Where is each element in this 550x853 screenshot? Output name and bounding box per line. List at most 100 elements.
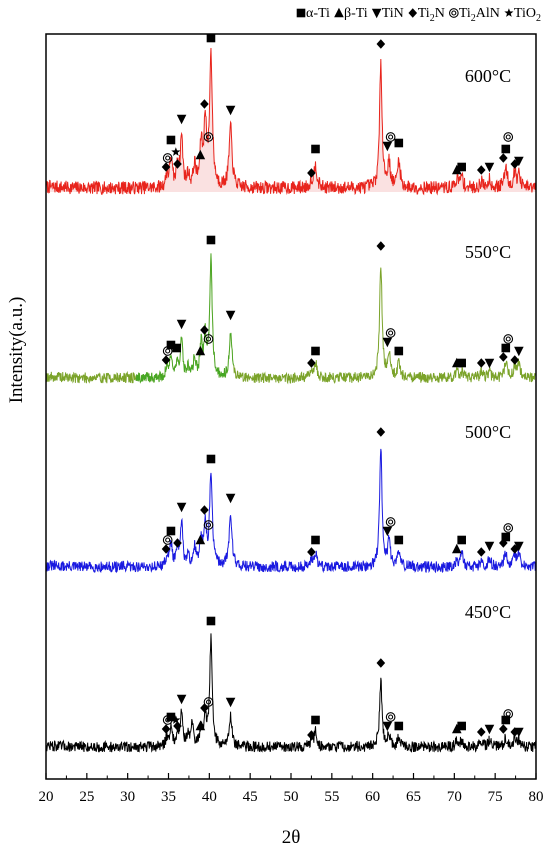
phase-marker-triangle-down [225, 105, 236, 116]
x-tick-label: 25 [79, 789, 94, 805]
legend-label: β-Ti [344, 6, 368, 21]
phase-marker-double-circle [385, 328, 396, 338]
phase-marker-diamond [499, 153, 508, 163]
phase-marker-double-circle [385, 712, 396, 722]
phase-marker-double-circle [203, 132, 214, 142]
phase-marker-double-circle [162, 153, 173, 163]
phase-marker-diamond [476, 727, 486, 737]
x-tick-label: 55 [324, 789, 339, 805]
series-layer [45, 47, 537, 753]
phase-marker-diamond [200, 703, 209, 713]
legend-label: TiO2 [514, 6, 541, 24]
phase-marker-triangle-down [176, 319, 187, 330]
phase-marker-triangle-down [176, 694, 187, 705]
phase-marker-diamond [307, 547, 316, 557]
x-tick-label: 70 [447, 789, 462, 805]
phase-marker-square [457, 721, 466, 731]
legend-label: Ti2AlN [459, 6, 500, 24]
phase-marker-double-circle [203, 697, 214, 707]
series-line-overlay [135, 253, 235, 384]
phase-marker-square [394, 346, 404, 356]
phase-marker-diamond [476, 547, 486, 557]
phase-marker-diamond [161, 724, 171, 734]
phase-marker-square [457, 162, 466, 172]
legend-marker-triangle-down [371, 8, 382, 19]
phase-marker-square [501, 343, 511, 353]
phase-marker-diamond [307, 168, 316, 178]
legend-entry: Ti2N [408, 6, 445, 24]
x-tick-label: 50 [284, 789, 299, 805]
phase-marker-triangle-down [225, 697, 236, 708]
phase-marker-triangle-down [176, 114, 187, 125]
phase-marker-square [311, 346, 320, 356]
legend-label: α-Ti [306, 6, 330, 21]
phase-marker-diamond [476, 358, 486, 368]
phase-marker-diamond [200, 505, 209, 515]
temperature-label: 500°C [465, 422, 511, 442]
phase-marker-diamond [173, 159, 182, 169]
phase-marker-triangle-down [225, 493, 236, 504]
series-line [45, 448, 537, 574]
phase-marker-triangle-up [451, 723, 462, 734]
phase-marker-square [501, 532, 511, 542]
phase-marker-diamond [173, 538, 182, 548]
phase-marker-square [457, 535, 466, 545]
x-tick-label: 20 [39, 789, 54, 805]
x-tick-label: 60 [365, 789, 380, 805]
temperature-label: 550°C [465, 242, 511, 262]
phase-marker-triangle-up [451, 164, 462, 175]
phase-marker-diamond [161, 355, 171, 365]
phase-marker-square [166, 340, 176, 350]
phase-marker-diamond [376, 39, 386, 49]
phase-marker-double-circle [503, 334, 514, 344]
phase-marker-diamond [376, 241, 386, 251]
phase-marker-diamond [161, 544, 171, 554]
phase-marker-triangle-down [484, 162, 495, 173]
phase-marker-square [206, 235, 216, 245]
phase-marker-double-circle [385, 517, 396, 527]
legend-marker-double-circle [448, 8, 459, 18]
phase-marker-triangle-down [514, 727, 524, 738]
phase-marker-triangle-up [195, 345, 206, 356]
phase-marker-triangle-down [225, 310, 236, 321]
phase-marker-diamond [200, 99, 209, 109]
plot-area: 20 25 30 35 40 45 50 55 60 65 70 75 80 [39, 33, 544, 805]
phase-marker-diamond [161, 162, 171, 172]
x-tick-label: 30 [120, 789, 135, 805]
phase-marker-diamond [376, 427, 386, 437]
phase-marker-square [457, 358, 466, 368]
phase-marker-double-circle [203, 520, 214, 530]
phase-markers [161, 33, 524, 740]
phase-marker-diamond [510, 355, 520, 365]
series-line [45, 253, 537, 385]
legend-marker-triangle-up [334, 7, 344, 18]
legend-entry: Ti2AlN [448, 6, 500, 24]
series-line [45, 633, 537, 753]
phase-marker-square [311, 715, 320, 725]
legend-marker-diamond [408, 8, 418, 18]
temperature-label: 600°C [465, 66, 511, 86]
phase-marker-triangle-down [382, 337, 393, 348]
y-axis-label: Intensity(a.u.) [6, 297, 27, 404]
phase-marker-square [394, 721, 404, 731]
phase-marker-triangle-up [451, 543, 462, 554]
phase-marker-square [394, 535, 404, 545]
phase-marker-triangle-up [195, 149, 206, 160]
phase-marker-triangle-down [382, 721, 393, 732]
x-tick-label: 75 [488, 789, 503, 805]
phase-marker-triangle-down [484, 358, 495, 369]
phase-marker-triangle-down [484, 724, 495, 735]
x-tick-label: 45 [243, 789, 258, 805]
phase-marker-diamond [200, 325, 209, 335]
phase-marker-square [166, 526, 176, 536]
phase-marker-diamond [307, 730, 316, 740]
temperature-labels: 600°C 550°C 500°C 450°C [465, 66, 511, 622]
phase-marker-triangle-down [382, 526, 393, 537]
phase-marker-square [166, 135, 176, 145]
phase-marker-double-circle [503, 523, 514, 533]
phase-marker-triangle-down [514, 156, 524, 167]
phase-marker-star [171, 715, 181, 724]
legend-entry: TiO2 [504, 6, 541, 24]
phase-marker-double-circle [162, 535, 173, 545]
